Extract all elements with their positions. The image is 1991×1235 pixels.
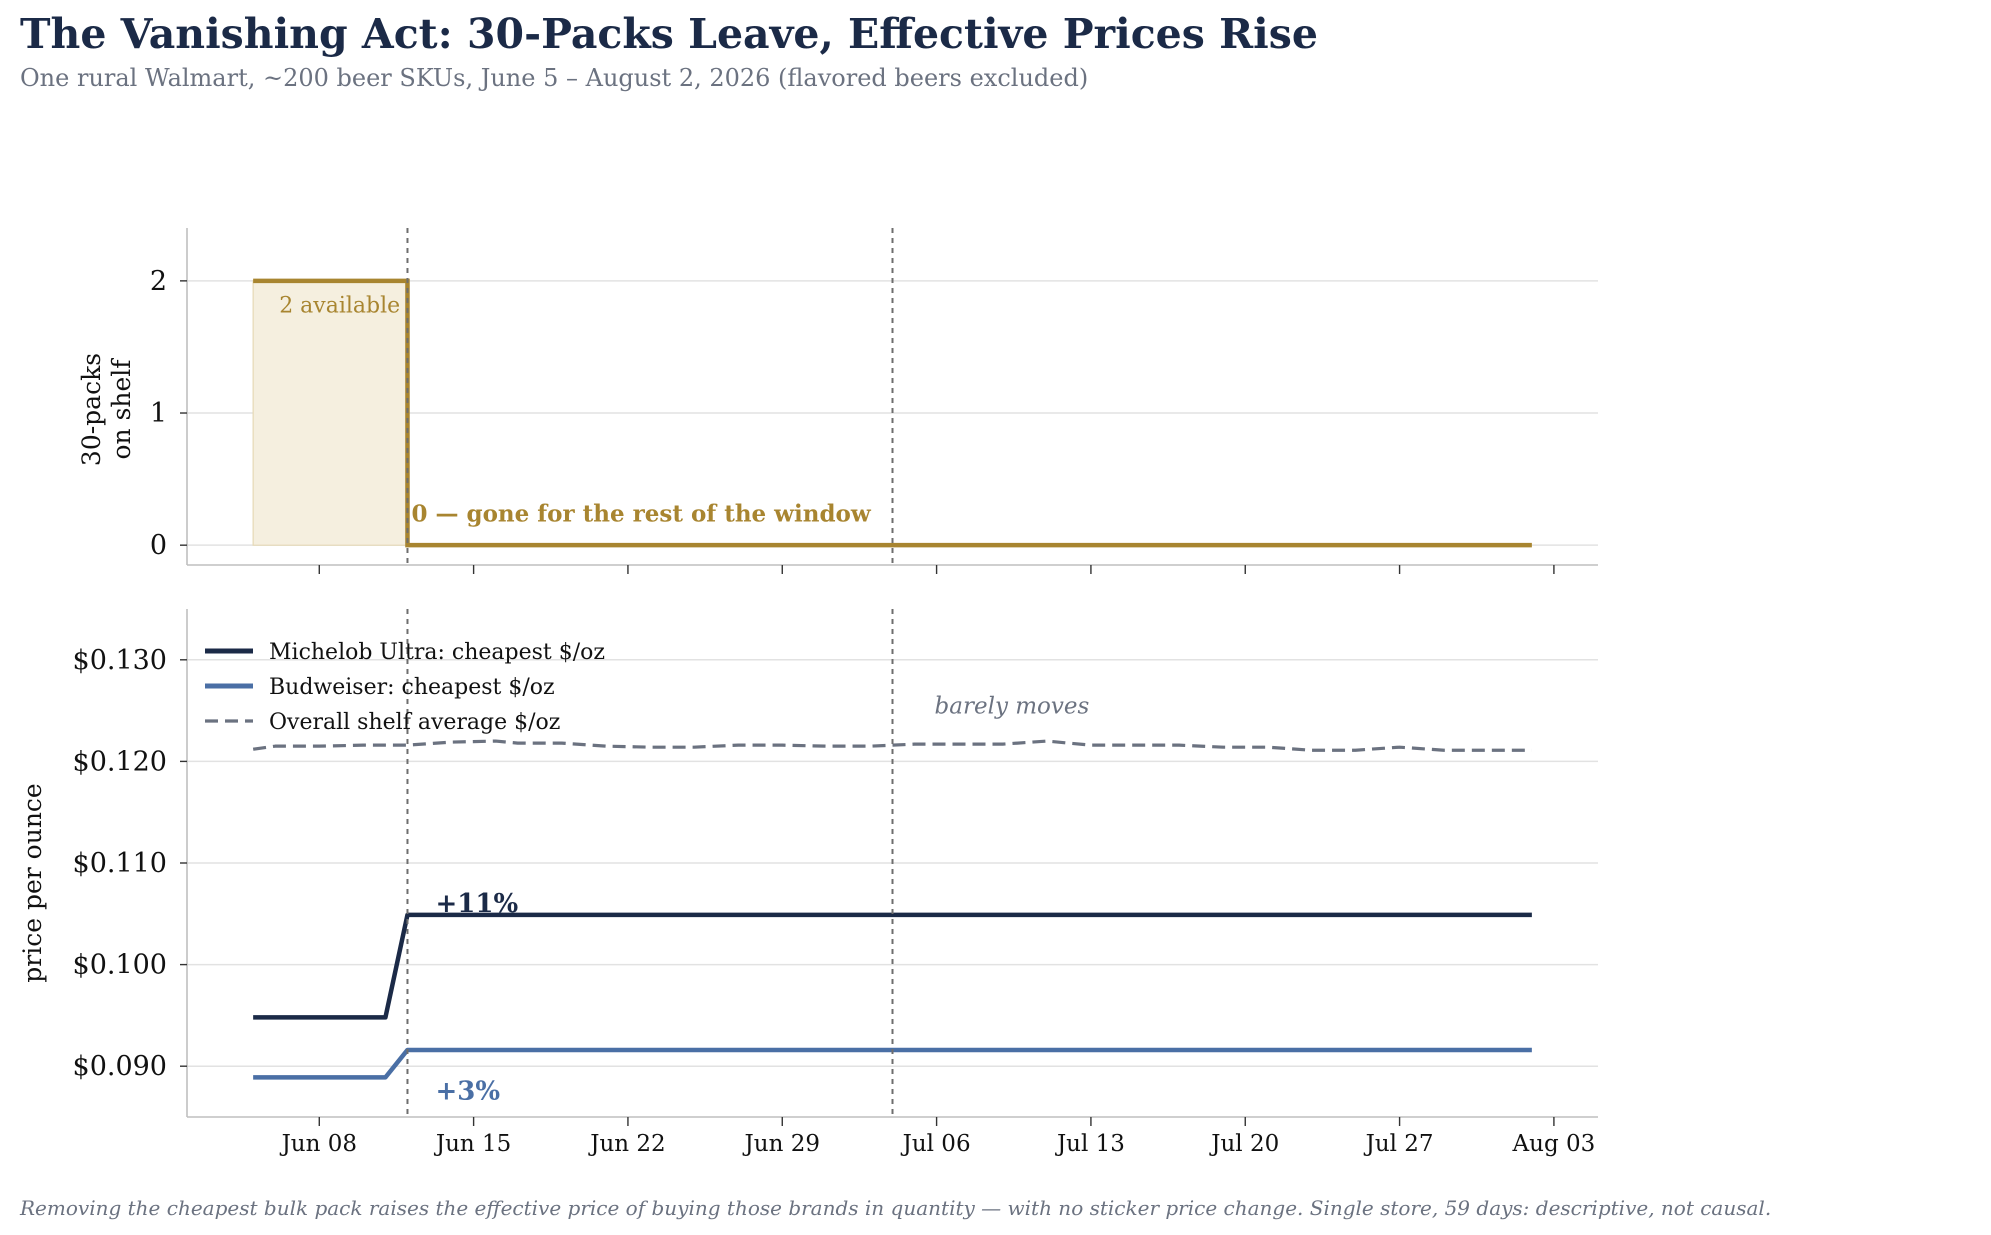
- xtick-label: Jul 06: [901, 1131, 971, 1157]
- 30pack-count-line: [253, 278, 1532, 548]
- annotation-barely-moves: barely moves: [935, 694, 1090, 720]
- legend-budweiser-label: Budweiser: cheapest $/oz: [269, 675, 555, 700]
- top-ytick-label: 1: [150, 398, 167, 429]
- bottom-ytick-label: $0.090: [73, 1051, 167, 1082]
- top-ytick-label: 2: [150, 266, 167, 297]
- bottom-ytick-label: $0.120: [73, 746, 167, 777]
- legend-michelob-ultra-label: Michelob Ultra: cheapest $/oz: [269, 640, 605, 665]
- chart-title: The Vanishing Act: 30-Packs Leave, Effec…: [20, 10, 1318, 58]
- bottom-ytick-label: $0.100: [73, 950, 167, 981]
- annotation-michelob-change: +11%: [436, 889, 519, 919]
- xtick-label: Jun 15: [434, 1131, 511, 1157]
- xtick-label: Aug 03: [1512, 1131, 1596, 1157]
- top-y-axis-title-line: 30-packs: [77, 353, 106, 466]
- annotation-budweiser-change: +3%: [436, 1076, 501, 1106]
- chart-subtitle: One rural Walmart, ~200 beer SKUs, June …: [20, 64, 1089, 92]
- xtick-label: Jun 22: [588, 1131, 665, 1157]
- bottom-ytick-label: $0.130: [73, 645, 167, 676]
- budweiser-line: [253, 1047, 1532, 1080]
- xtick-label: Jun 08: [280, 1131, 357, 1157]
- legend-shelf-average-label: Overall shelf average $/oz: [269, 710, 560, 735]
- xtick-label: Jul 13: [1055, 1131, 1125, 1157]
- xtick-label: Jul 20: [1209, 1131, 1279, 1157]
- michelob-ultra-line: [253, 912, 1532, 1020]
- annotation-2-available: 2 available: [279, 294, 400, 319]
- xtick-label: Jul 27: [1364, 1131, 1434, 1157]
- top-ytick-label: 0: [150, 530, 167, 561]
- top-y-axis-title: 30-packson shelf: [77, 353, 136, 466]
- chart-footnote: Removing the cheapest bulk pack raises t…: [20, 1196, 1772, 1220]
- bottom-y-axis-title: price per ounce: [18, 783, 47, 982]
- top-y-axis-title-line: on shelf: [107, 358, 136, 460]
- bottom-ytick-label: $0.110: [73, 848, 167, 879]
- xtick-label: Jun 29: [743, 1131, 820, 1157]
- annotation-gone: 0 — gone for the rest of the window: [411, 500, 871, 527]
